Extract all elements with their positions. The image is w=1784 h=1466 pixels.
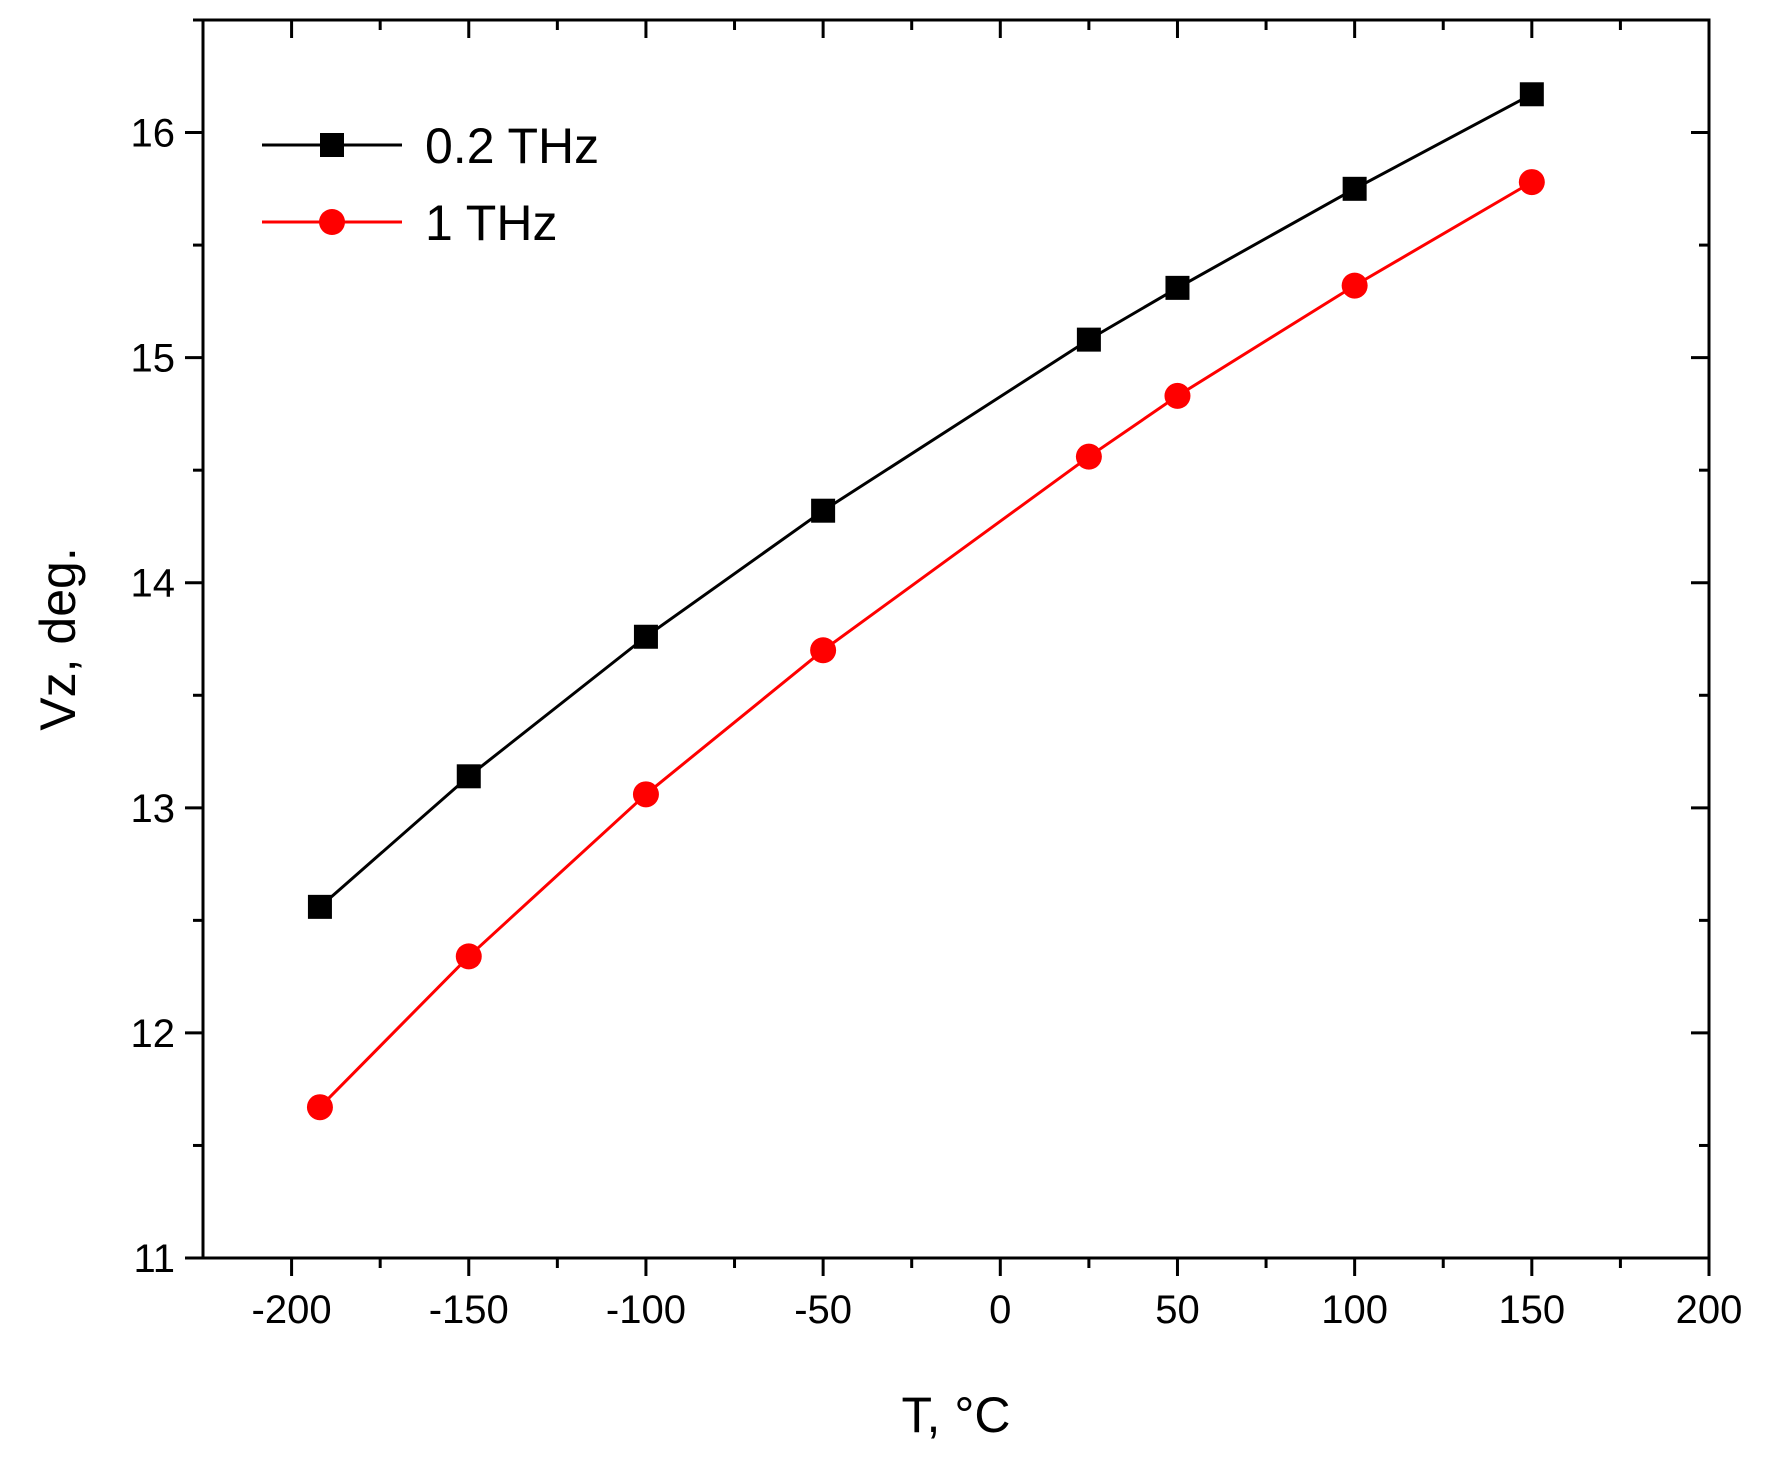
data-point-1-thz	[1075, 443, 1102, 470]
data-point-0-2-thz	[1165, 275, 1190, 300]
data-point-0-2-thz	[1342, 176, 1367, 201]
x-tick-label: -100	[606, 1288, 686, 1332]
y-tick-label: 13	[131, 787, 176, 831]
data-point-0-2-thz	[456, 764, 481, 789]
data-point-1-thz	[632, 781, 659, 808]
data-point-1-thz	[1341, 272, 1368, 299]
y-tick-label: 16	[131, 112, 176, 156]
data-point-0-2-thz	[811, 498, 836, 523]
data-point-1-thz	[810, 637, 837, 664]
y-tick-label: 11	[133, 1237, 175, 1281]
x-axis-title: T, °C	[902, 1387, 1011, 1443]
axis-ticks: -200 -150 -100 -50 0 50 100 150 200 11 12 13 14 15 16	[131, 18, 1743, 1332]
series-lines	[318, 92, 1533, 1109]
series-line-0-2-thz	[318, 92, 1533, 909]
series-markers	[306, 82, 1545, 1121]
x-tick-label: 0	[989, 1288, 1011, 1332]
y-tick-label: 15	[131, 337, 176, 381]
series-line-1-thz	[318, 180, 1533, 1109]
legend-label-1-thz: 1 THz	[425, 195, 557, 251]
legend-marker-0-2-thz	[320, 133, 344, 157]
x-tick-label: -200	[252, 1288, 332, 1332]
y-tick-label: 14	[131, 562, 176, 606]
x-tick-label: 50	[1155, 1288, 1200, 1332]
x-tick-label: -150	[429, 1288, 509, 1332]
data-point-0-2-thz	[1519, 82, 1544, 107]
x-axis-title-unit: °C	[954, 1387, 1010, 1443]
x-axis-title-text: T,	[902, 1387, 955, 1443]
legend-label-0-2-thz: 0.2 THz	[425, 118, 599, 174]
data-point-0-2-thz	[307, 894, 332, 919]
plot-frame	[201, 18, 1711, 1260]
y-axis-title: Vz, deg.	[30, 547, 86, 730]
y-tick-label: 12	[131, 1012, 176, 1056]
data-point-0-2-thz	[633, 624, 658, 649]
legend: 0.2 THz 1 THz	[262, 118, 599, 251]
data-point-1-thz	[455, 943, 482, 970]
data-point-1-thz	[306, 1094, 333, 1121]
x-tick-label: 100	[1321, 1288, 1388, 1332]
x-tick-label: -50	[794, 1288, 852, 1332]
x-tick-label: 200	[1676, 1288, 1743, 1332]
x-tick-label: 150	[1498, 1288, 1565, 1332]
data-point-1-thz	[1518, 169, 1545, 196]
data-point-0-2-thz	[1076, 327, 1101, 352]
data-point-1-thz	[1164, 382, 1191, 409]
legend-marker-1-thz	[319, 209, 345, 235]
